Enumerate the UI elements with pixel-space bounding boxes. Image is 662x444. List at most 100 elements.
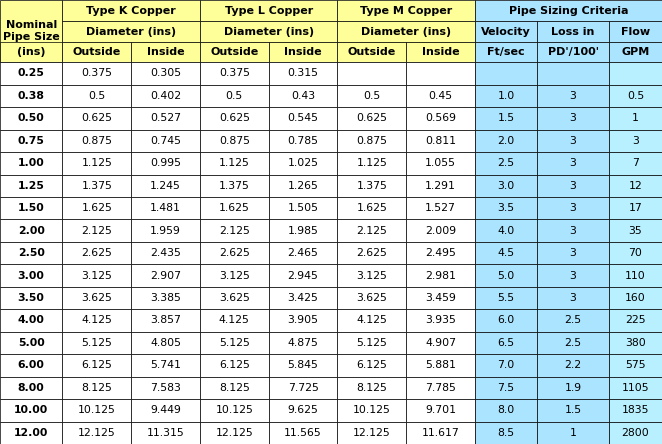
Text: 4.805: 4.805 [150,338,181,348]
Text: 4.5: 4.5 [498,248,514,258]
Bar [200,42,269,62]
Text: 0.305: 0.305 [150,68,181,79]
Text: 0.875: 0.875 [218,136,250,146]
Text: 3: 3 [569,91,577,101]
Text: 0.5: 0.5 [226,91,243,101]
Bar [538,332,609,354]
Bar [269,42,338,62]
Bar [62,421,131,444]
Text: 9.625: 9.625 [287,405,318,415]
Bar [62,287,131,309]
Bar [0,197,62,219]
Text: 0.875: 0.875 [356,136,387,146]
Text: 2.125: 2.125 [219,226,250,236]
Text: 1.375: 1.375 [219,181,250,191]
Bar [62,62,131,85]
Text: 3.625: 3.625 [81,293,112,303]
Bar [131,130,200,152]
Text: 12.00: 12.00 [14,428,48,438]
Bar [0,421,62,444]
Text: 0.5: 0.5 [627,91,644,101]
Text: 2.465: 2.465 [287,248,318,258]
Bar [269,130,338,152]
Bar [0,130,62,152]
Text: 12.125: 12.125 [78,428,116,438]
Text: 3.425: 3.425 [287,293,318,303]
Bar [62,219,131,242]
Text: 12.125: 12.125 [353,428,391,438]
Text: 7.785: 7.785 [425,383,456,393]
Bar [538,287,609,309]
Text: 0.625: 0.625 [218,113,250,123]
Text: 3.459: 3.459 [425,293,456,303]
Bar [269,421,338,444]
Text: 0.625: 0.625 [356,113,387,123]
Text: 9.701: 9.701 [425,405,456,415]
Bar [609,309,662,332]
Bar [538,399,609,421]
Bar [475,0,662,21]
Text: 70: 70 [628,248,642,258]
Text: 1105: 1105 [622,383,649,393]
Bar [131,197,200,219]
Text: 8.125: 8.125 [81,383,112,393]
Text: Diameter (ins): Diameter (ins) [361,27,451,37]
Text: 1.5: 1.5 [565,405,582,415]
Bar [0,377,62,399]
Bar [200,0,338,21]
Text: 0.38: 0.38 [18,91,44,101]
Text: 3.50: 3.50 [18,293,44,303]
Text: 10.125: 10.125 [353,405,391,415]
Bar [609,242,662,264]
Bar [609,42,662,62]
Text: 2.981: 2.981 [425,270,456,281]
Text: 160: 160 [625,293,646,303]
Text: 1.985: 1.985 [287,226,318,236]
Bar [200,107,269,130]
Text: 4.907: 4.907 [425,338,456,348]
Text: 2.495: 2.495 [425,248,456,258]
Bar [0,399,62,421]
Bar [62,42,131,62]
Bar [269,219,338,242]
Text: 1.125: 1.125 [356,159,387,168]
Bar [269,174,338,197]
Text: 5.00: 5.00 [18,338,44,348]
Bar [538,242,609,264]
Bar [609,399,662,421]
Bar [62,107,131,130]
Text: 0.745: 0.745 [150,136,181,146]
Text: 3.125: 3.125 [81,270,112,281]
Text: 0.25: 0.25 [18,68,44,79]
Text: 1.0: 1.0 [498,91,515,101]
Bar [200,152,269,174]
Bar [131,399,200,421]
Bar [338,85,406,107]
Text: 5.125: 5.125 [219,338,250,348]
Text: 1: 1 [632,113,639,123]
Bar [538,377,609,399]
Text: 0.45: 0.45 [428,91,453,101]
Text: 2.5: 2.5 [565,338,582,348]
Bar [609,62,662,85]
Bar [131,264,200,287]
Text: 5.5: 5.5 [498,293,514,303]
Text: 1.245: 1.245 [150,181,181,191]
Text: 5.125: 5.125 [356,338,387,348]
Text: 3.0: 3.0 [498,181,515,191]
Text: 11.565: 11.565 [284,428,322,438]
Bar [62,242,131,264]
Bar [338,62,406,85]
Text: 6.00: 6.00 [18,361,44,370]
Bar [269,152,338,174]
Bar [338,174,406,197]
Text: Diameter (ins): Diameter (ins) [224,27,314,37]
Bar [0,152,62,174]
Bar [0,264,62,287]
Bar [62,21,200,42]
Text: 2.009: 2.009 [425,226,456,236]
Text: 0.375: 0.375 [81,68,113,79]
Text: 8.125: 8.125 [219,383,250,393]
Bar [269,399,338,421]
Text: 2.907: 2.907 [150,270,181,281]
